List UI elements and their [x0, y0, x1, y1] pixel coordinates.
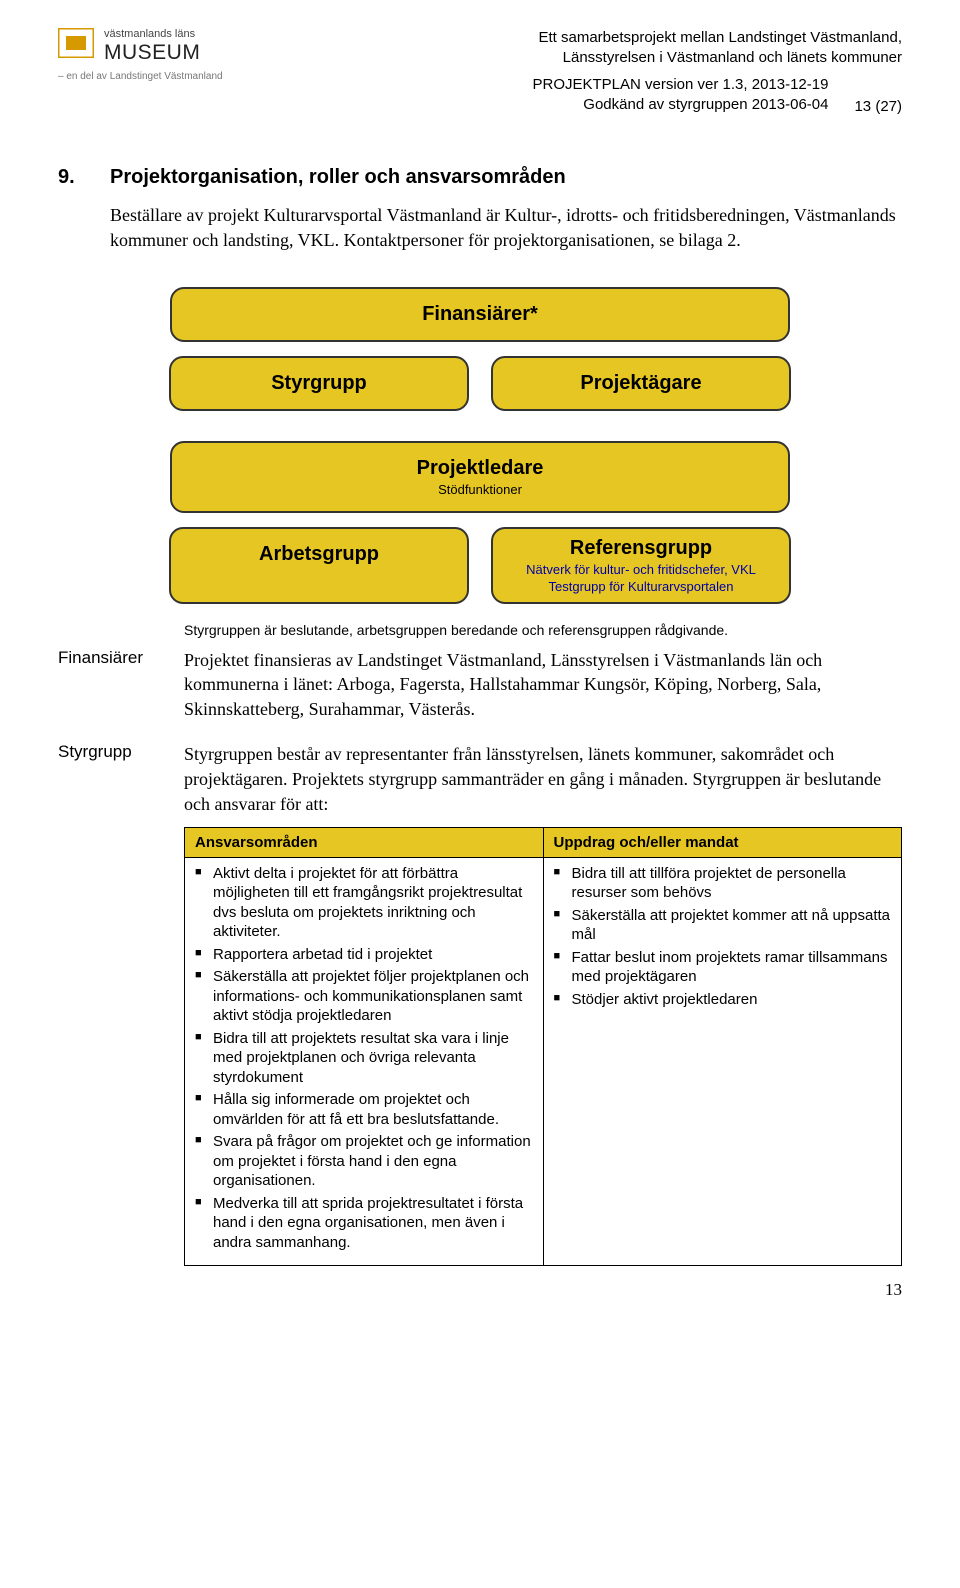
list-item: Rapportera arbetad tid i projektet — [195, 945, 533, 965]
footer-page-number: 13 — [58, 1280, 902, 1300]
table-col-ansvar: Ansvarsområden Aktivt delta i projektet … — [185, 828, 543, 1266]
org-reference-group: Referensgrupp Nätverk för kultur- och fr… — [491, 527, 791, 604]
logo-block: västmanlands läns MUSEUM – en del av Lan… — [58, 28, 223, 82]
logo-text: västmanlands läns MUSEUM — [104, 28, 200, 65]
list-item: Bidra till att tillföra projektet de per… — [554, 864, 892, 903]
list-item: Svara på frågor om projektet och ge info… — [195, 1132, 533, 1191]
list-item: Bidra till att projektets resultat ska v… — [195, 1029, 533, 1088]
section-9: 9. Projektorganisation, roller och ansva… — [58, 166, 902, 261]
list-item: Fattar beslut inom projektets ramar till… — [554, 948, 892, 987]
table-col-uppdrag: Uppdrag och/eller mandat Bidra till att … — [543, 828, 902, 1266]
header-description: Ett samarbetsprojekt mellan Landstinget … — [532, 28, 902, 69]
steering-text: Styrgruppen består av representanter frå… — [184, 742, 902, 816]
org-chart: Finansiärer* Styrgrupp Projektägare Proj… — [135, 287, 825, 604]
list-item: Stödjer aktivt projektledaren — [554, 990, 892, 1010]
org-project-owner: Projektägare — [491, 356, 791, 411]
steering-label: Styrgrupp — [58, 742, 184, 1266]
uppdrag-list: Bidra till att tillföra projektet de per… — [554, 864, 892, 1010]
list-item: Säkerställa att projektet följer projekt… — [195, 967, 533, 1026]
responsibilities-table: Ansvarsområden Aktivt delta i projektet … — [184, 827, 902, 1267]
logo-topline: västmanlands läns — [104, 28, 200, 41]
list-item: Säkerställa att projektet kommer att nå … — [554, 906, 892, 945]
list-item: Hålla sig informerade om projektet och o… — [195, 1090, 533, 1129]
financiers-label: Finansiärer — [58, 648, 184, 730]
list-item: Aktivt delta i projektet för att förbätt… — [195, 864, 533, 942]
document-header: västmanlands läns MUSEUM – en del av Lan… — [58, 28, 902, 138]
org-work-group: Arbetsgrupp — [169, 527, 469, 604]
ansvar-list: Aktivt delta i projektet för att förbätt… — [195, 864, 533, 1253]
header-page-indicator: 13 (27) — [854, 98, 902, 115]
org-project-leader: Projektledare Stödfunktioner — [170, 441, 790, 513]
list-item: Medverka till att sprida projektresultat… — [195, 1194, 533, 1253]
section-title: Projektorganisation, roller och ansvarso… — [110, 166, 902, 189]
section-number: 9. — [58, 166, 88, 261]
logo-subtitle: – en del av Landstinget Västmanland — [58, 71, 223, 82]
museum-logo-icon — [58, 28, 94, 58]
org-steering-group: Styrgrupp — [169, 356, 469, 411]
header-right: Ett samarbetsprojekt mellan Landstinget … — [532, 28, 902, 115]
table-header-uppdrag: Uppdrag och/eller mandat — [544, 828, 902, 858]
org-financiers: Finansiärer* — [170, 287, 790, 342]
table-header-ansvar: Ansvarsområden — [185, 828, 543, 858]
org-chart-caption: Styrgruppen är beslutande, arbetsgruppen… — [184, 622, 902, 638]
financiers-text: Projektet finansieras av Landstinget Väs… — [184, 648, 902, 722]
section-intro-paragraph: Beställare av projekt Kulturarvsportal V… — [110, 203, 902, 253]
logo-big: MUSEUM — [104, 41, 200, 65]
header-meta: PROJEKTPLAN version ver 1.3, 2013-12-19 … — [532, 75, 828, 116]
